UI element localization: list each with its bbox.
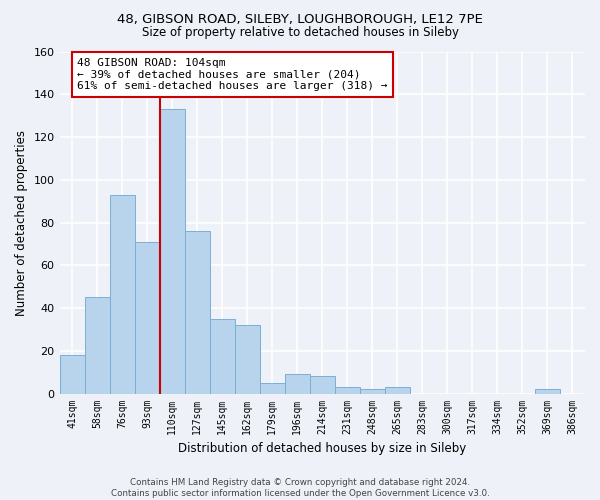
Text: 48 GIBSON ROAD: 104sqm
← 39% of detached houses are smaller (204)
61% of semi-de: 48 GIBSON ROAD: 104sqm ← 39% of detached… [77,58,388,91]
Bar [335,387,360,394]
Bar [59,355,85,394]
Bar [110,194,134,394]
Bar [209,318,235,394]
Bar [260,383,285,394]
Bar [385,387,410,394]
Text: Size of property relative to detached houses in Sileby: Size of property relative to detached ho… [142,26,458,39]
X-axis label: Distribution of detached houses by size in Sileby: Distribution of detached houses by size … [178,442,466,455]
Text: 48, GIBSON ROAD, SILEBY, LOUGHBOROUGH, LE12 7PE: 48, GIBSON ROAD, SILEBY, LOUGHBOROUGH, L… [117,12,483,26]
Bar [85,298,110,394]
Y-axis label: Number of detached properties: Number of detached properties [15,130,28,316]
Bar [360,390,385,394]
Bar [185,231,209,394]
Bar [160,109,185,394]
Bar [134,242,160,394]
Bar [310,376,335,394]
Bar [235,325,260,394]
Bar [285,374,310,394]
Bar [535,390,560,394]
Text: Contains HM Land Registry data © Crown copyright and database right 2024.
Contai: Contains HM Land Registry data © Crown c… [110,478,490,498]
